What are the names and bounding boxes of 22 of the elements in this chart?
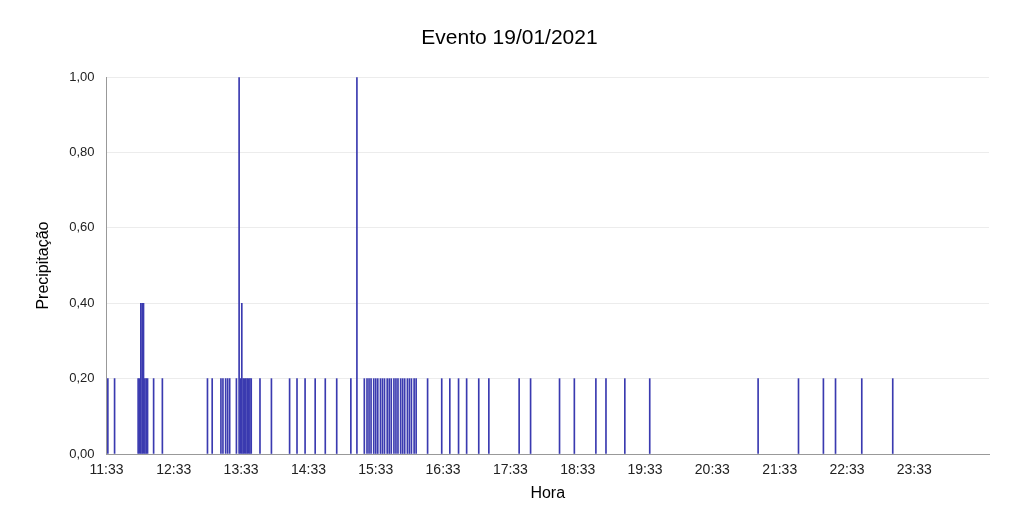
y-tick-label: 0,00 [69, 445, 95, 461]
x-tick-label: 23:33 [896, 461, 933, 478]
chart-title: Evento 19/01/2021 [421, 25, 598, 49]
x-tick-label: 14:33 [290, 461, 327, 478]
y-tick-label: 1,00 [69, 68, 95, 84]
x-tick-label: 11:33 [89, 461, 124, 478]
y-axis-title: Precipitação [34, 221, 52, 310]
x-tick-label: 17:33 [492, 461, 529, 478]
x-tick-label: 19:33 [627, 461, 663, 478]
y-tick-label: 0,20 [69, 370, 95, 386]
y-tick-label: 0,40 [69, 294, 95, 310]
x-tick-label: 18:33 [560, 461, 596, 478]
x-tick-label: 15:33 [358, 461, 394, 478]
x-axis-title: Hora [530, 483, 566, 501]
x-tick-label: 21:33 [762, 461, 798, 478]
x-tick-label: 13:33 [223, 461, 259, 478]
y-tick-label: 0,80 [69, 144, 95, 160]
x-tick-label: 12:33 [156, 461, 192, 478]
x-tick-label: 22:33 [829, 461, 865, 478]
x-tick-label: 20:33 [694, 461, 731, 478]
y-tick-label: 0,60 [69, 219, 95, 235]
x-tick-label: 16:33 [425, 461, 461, 478]
